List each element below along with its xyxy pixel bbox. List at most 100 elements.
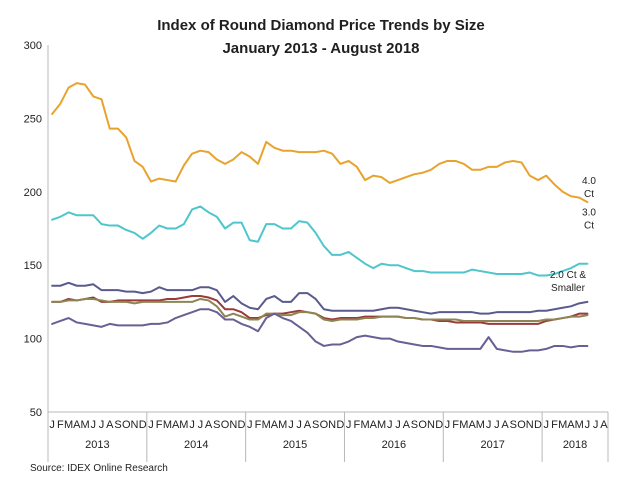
y-tick-label: 100 [24,334,42,346]
x-month-label: M [179,419,188,431]
x-month-label: J [91,419,97,431]
x-month-label: A [468,419,476,431]
x-month-label: M [377,419,386,431]
series-line-smaller-olive- [51,297,589,322]
x-year-label: 2013 [85,439,109,451]
series-lines [51,82,589,353]
series-label: Smaller [551,283,586,294]
x-month-label: F [353,419,360,431]
y-tick-label: 50 [30,407,42,419]
x-month-label: M [80,419,89,431]
x-month-label: J [189,419,195,431]
x-month-label: M [163,419,172,431]
x-month-label: N [427,419,435,431]
series-label: Ct [584,221,594,232]
x-month-label: A [172,419,180,431]
x-month-label: O [221,419,230,431]
x-month-label: F [57,419,64,431]
y-tick-label: 250 [24,113,42,125]
x-month-label: A [304,419,312,431]
x-month-label: F [255,419,262,431]
x-month-label: A [73,419,81,431]
x-month-label: F [452,419,459,431]
x-year-label: 2018 [563,439,587,451]
y-tick-label: 200 [24,187,42,199]
x-month-label: A [271,419,279,431]
x-month-label: J [296,419,302,431]
x-month-label: J [395,419,401,431]
x-month-label: J [346,419,352,431]
x-month-label: J [585,419,591,431]
x-month-label: F [156,419,163,431]
x-month-label: M [459,419,468,431]
x-year-label: 2014 [184,439,208,451]
x-month-label: D [336,419,344,431]
x-month-label: A [370,419,378,431]
series-line-1-0-ct [51,308,589,353]
x-month-label: D [139,419,147,431]
series-label: 2.0 Ct & [550,270,586,281]
chart-title-line1: Index of Round Diamond Price Trends by S… [157,17,485,34]
x-month-label: M [278,419,287,431]
x-month-label: J [593,419,599,431]
x-month-label: J [288,419,294,431]
x-month-label: O [122,419,131,431]
x-month-label: O [418,419,427,431]
x-month-label: A [205,419,213,431]
x-month-label: O [320,419,329,431]
x-month-label: J [543,419,549,431]
x-month-label: D [238,419,246,431]
x-year-label: 2017 [480,439,504,451]
series-label: 3.0 [582,208,596,219]
x-month-label: S [411,419,418,431]
x-month-label: J [148,419,154,431]
x-month-label: F [551,419,558,431]
y-tick-label: 150 [24,260,42,272]
x-month-label: M [262,419,271,431]
series-line-3-0-ct [51,205,589,277]
x-month-label: J [247,419,253,431]
x-month-label: D [435,419,443,431]
x-month-label: J [198,419,204,431]
x-month-label: J [49,419,55,431]
x-month-label: J [486,419,492,431]
x-month-label: O [517,419,526,431]
x-month-label: M [558,419,567,431]
source-note: Source: IDEX Online Research [30,463,168,474]
x-month-label: N [130,419,138,431]
x-month-label: J [445,419,451,431]
x-month-label: N [229,419,237,431]
chart-title-line2: January 2013 - August 2018 [222,40,419,57]
x-month-label: S [213,419,220,431]
x-year-label: 2016 [382,439,406,451]
y-tick-label: 300 [24,40,42,52]
x-month-label: A [403,419,411,431]
x-month-label: S [510,419,517,431]
x-month-label: N [526,419,534,431]
x-month-label: M [575,419,584,431]
series-line-smaller-red- [51,295,589,325]
x-month-label: D [534,419,542,431]
x-month-label: A [501,419,509,431]
x-month-label: J [494,419,500,431]
series-labels: 4.0 Ct 3.0 Ct 2.0 Ct & Smaller [550,176,596,294]
x-month-label: A [106,419,114,431]
series-label: 4.0 [582,176,596,187]
x-month-label: M [64,419,73,431]
x-month-label: S [312,419,319,431]
x-month-label: J [99,419,105,431]
x-year-label: 2015 [283,439,307,451]
x-year-labels: 2013 2014 2015 2016 2017 2018 [85,439,587,451]
x-month-label: M [360,419,369,431]
x-month-label: A [567,419,575,431]
x-month-label: N [328,419,336,431]
y-tick-labels: 50 100 150 200 250 300 [24,40,42,419]
series-line-2-0-ct [51,281,589,315]
x-month-label: S [114,419,121,431]
x-month-label: A [600,419,608,431]
x-month-label: M [476,419,485,431]
series-line-4-0-ct [51,82,589,204]
